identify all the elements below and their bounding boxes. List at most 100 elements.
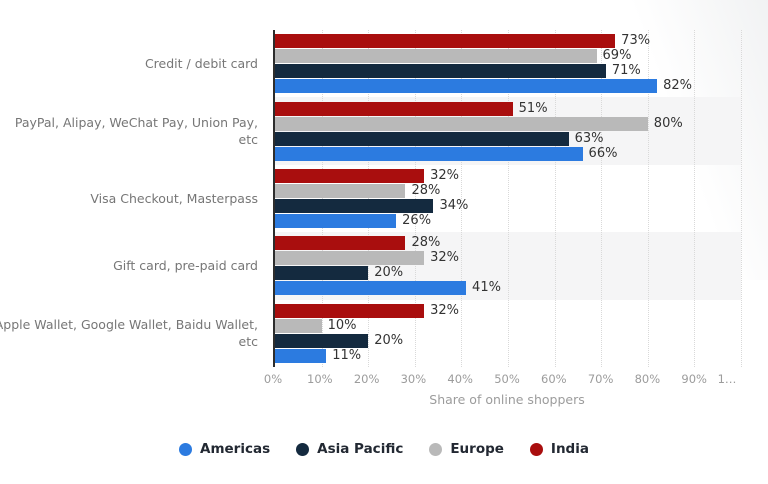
gridline xyxy=(601,30,603,367)
bar-europe xyxy=(275,318,322,333)
value-label: 28% xyxy=(411,182,441,198)
legend-label: Asia Pacific xyxy=(317,441,404,457)
bar-row: 11% xyxy=(275,347,741,363)
value-label: 32% xyxy=(430,302,460,318)
value-label: 10% xyxy=(327,317,357,333)
value-label: 26% xyxy=(402,212,432,228)
bar-row: 63% xyxy=(275,130,741,146)
bar-group: 73% 69% 71% 82% xyxy=(275,30,741,97)
bar-row: 82% xyxy=(275,78,741,94)
bar-group: 51% 80% 63% 66% xyxy=(275,97,741,164)
value-label: 11% xyxy=(332,347,362,363)
legend-item-europe[interactable]: Europe xyxy=(429,441,504,457)
bar-europe xyxy=(275,116,648,131)
value-label: 71% xyxy=(611,63,641,79)
value-label: 28% xyxy=(411,235,441,251)
x-tick-label: 80% xyxy=(634,372,661,386)
bar-row: 20% xyxy=(275,332,741,348)
bar-group: 32% 28% 34% 26% xyxy=(275,165,741,232)
value-label: 41% xyxy=(472,280,501,296)
gridline xyxy=(461,30,463,367)
x-tick-label: 40% xyxy=(447,372,473,386)
bar-row: 71% xyxy=(275,63,741,79)
bar-row: 41% xyxy=(275,280,741,296)
value-label: 63% xyxy=(574,130,604,146)
x-tick-label: 20% xyxy=(353,372,380,386)
bar-row: 28% xyxy=(275,235,741,251)
bar-asia-pacific xyxy=(275,131,569,146)
x-tick-label: 1… xyxy=(717,372,737,386)
x-tick-label: 60% xyxy=(541,372,567,386)
value-label: 73% xyxy=(621,33,651,49)
bar-row: 66% xyxy=(275,145,741,161)
bar-row: 32% xyxy=(275,250,741,266)
bar-americas xyxy=(275,348,327,363)
legend-label: Americas xyxy=(200,441,271,457)
legend-swatch xyxy=(296,442,310,456)
x-tick-label: 30% xyxy=(400,372,427,386)
bar-india xyxy=(275,34,616,49)
bar-group: 28% 32% 20% 41% xyxy=(275,232,741,299)
value-label: 51% xyxy=(518,100,548,116)
gridline xyxy=(554,30,556,367)
bar-europe xyxy=(275,183,406,198)
bar-asia-pacific xyxy=(275,333,369,348)
x-tick-label: 0% xyxy=(263,372,283,386)
plot-area: 73% 69% 71% 82% 51% 80% 63% 66% 32% 28% 34% 26% 28% 3… xyxy=(273,30,742,367)
legend-swatch xyxy=(179,442,193,456)
value-label: 20% xyxy=(374,265,404,281)
category-label: Credit / debit card xyxy=(144,56,258,72)
gridline xyxy=(694,30,696,367)
bar-asia-pacific xyxy=(275,198,434,213)
bar-americas xyxy=(275,281,467,296)
legend-item-asia-pacific[interactable]: Asia Pacific xyxy=(296,441,403,457)
value-label: 69% xyxy=(602,48,632,64)
bar-row: 20% xyxy=(275,265,741,281)
gridline xyxy=(414,30,416,367)
legend-item-india[interactable]: India xyxy=(529,441,589,457)
legend-item-americas[interactable]: Americas xyxy=(179,441,270,457)
bar-asia-pacific xyxy=(275,64,606,79)
value-label: 20% xyxy=(374,332,404,348)
bar-row: 32% xyxy=(275,302,741,318)
gridline xyxy=(368,30,370,367)
value-label: 32% xyxy=(430,167,460,183)
value-label: 80% xyxy=(653,115,683,131)
bar-asia-pacific xyxy=(275,266,369,281)
value-label: 32% xyxy=(430,250,460,266)
bar-americas xyxy=(275,79,658,94)
category-label: PayPal, Alipay, WeChat Pay, Union Pay, e… xyxy=(14,115,258,148)
gridline xyxy=(508,30,509,367)
bar-row: 73% xyxy=(275,33,741,49)
x-tick-label: 50% xyxy=(494,372,520,386)
value-label: 34% xyxy=(439,197,469,213)
gridline xyxy=(741,30,742,367)
x-axis-ticks: 0% 10% 20% 30% 40% 50% 60% 70% 80% 90% 1… xyxy=(264,372,741,388)
bar-row: 69% xyxy=(275,48,741,64)
legend-label: Europe xyxy=(450,441,504,457)
value-label: 66% xyxy=(588,145,618,161)
x-tick-label: 10% xyxy=(307,372,333,386)
legend-swatch xyxy=(529,442,543,456)
bar-row: 28% xyxy=(275,182,741,198)
bar-row: 51% xyxy=(275,100,741,116)
bar-row: 32% xyxy=(275,167,741,183)
legend-label: India xyxy=(550,441,589,457)
bar-europe xyxy=(275,49,597,64)
bar-americas xyxy=(275,213,397,228)
x-axis-title: Share of online shoppers xyxy=(429,392,585,407)
bar-group: 32% 10% 20% 11% xyxy=(275,300,741,367)
legend-swatch xyxy=(429,442,443,456)
category-label: Visa Checkout, Masterpass xyxy=(90,190,258,206)
category-label: Gift card, pre-paid card xyxy=(113,258,258,274)
bar-row: 26% xyxy=(275,212,741,228)
bar-india xyxy=(275,236,406,251)
x-tick-label: 90% xyxy=(681,372,707,386)
bar-india xyxy=(275,101,513,116)
category-labels: Credit / debit card PayPal, Alipay, WeCha… xyxy=(0,30,258,367)
gridline xyxy=(321,30,323,367)
value-label: 82% xyxy=(663,78,693,94)
bar-americas xyxy=(275,146,583,161)
legend: Americas Asia Pacific Europe India xyxy=(0,441,768,457)
